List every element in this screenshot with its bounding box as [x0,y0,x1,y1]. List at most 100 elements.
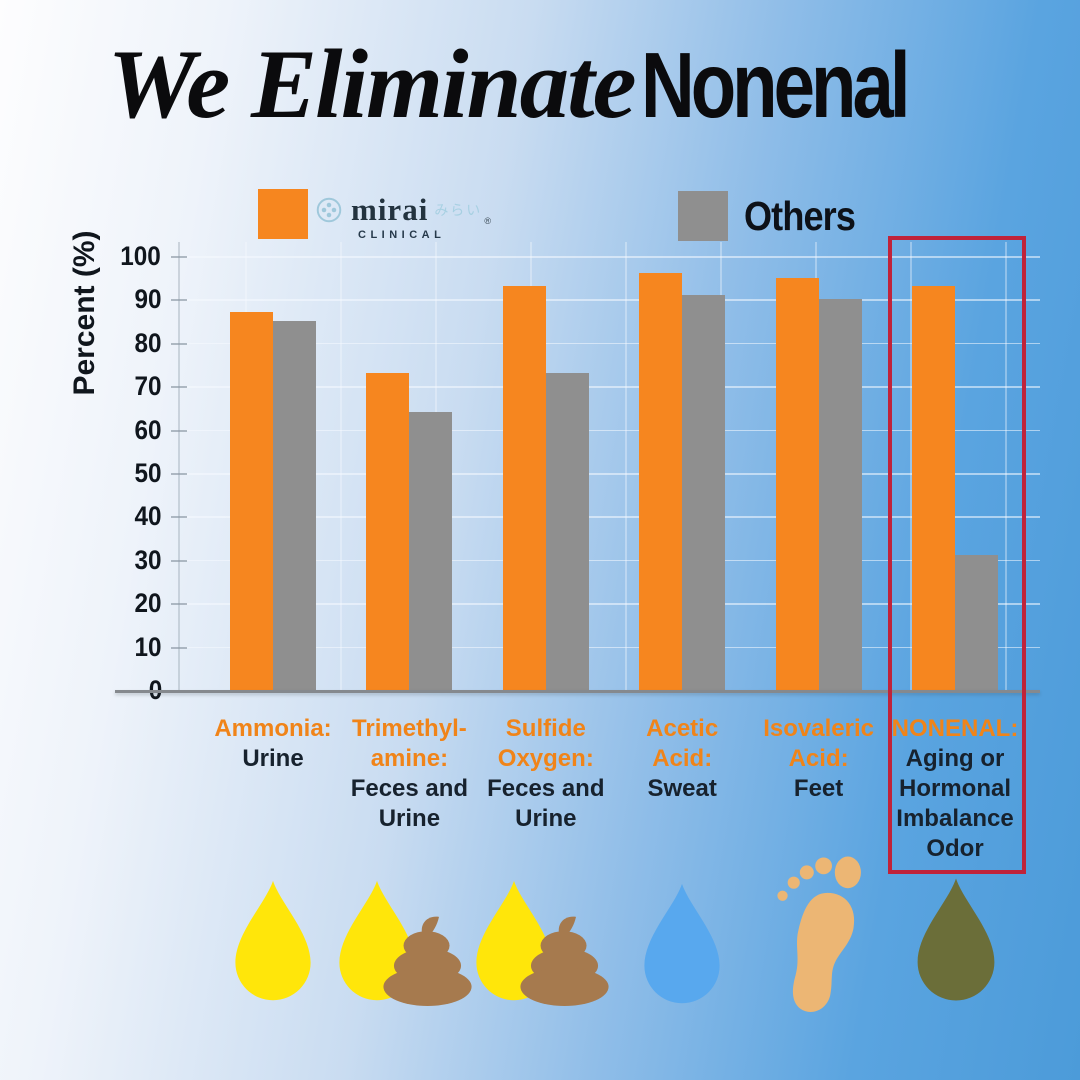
category-name-line: Isovaleric [763,715,874,742]
category-source-line: Aging or [905,745,1005,772]
y-tick-text: 40 [134,501,162,532]
y-axis-tick-mark [171,342,187,345]
urine-drop-icon [226,877,320,1005]
category-name-line: Acetic [646,715,719,742]
plot-area [171,242,1040,690]
bar-others-4 [682,295,726,690]
legend-swatch-others [678,191,728,241]
y-tick-label: 30 [0,544,163,576]
y-tick-text: 90 [134,284,162,315]
sweat-drop-icon-svg [644,883,720,1004]
category-source-line: Imbalance [896,805,1014,832]
feces-and-urine-icon-svg [383,916,472,1006]
y-axis-tick-mark [171,256,187,258]
bar-others-2 [409,412,453,690]
foot-icon [768,850,868,1018]
mirai-clinical-logo: mirai みらい ® CLINICAL [316,192,491,241]
category-name-line: Sulfide [505,715,586,742]
y-axis-line [178,242,180,690]
bar-others-6 [955,555,998,690]
category-source-line: Feces and [350,775,469,802]
legend-others-label: Others [744,193,856,239]
horizontal-gridline [171,559,1040,562]
title-script-text: We Eliminate [107,30,637,139]
horizontal-gridline [171,646,1040,649]
feces-and-urine-icon [467,877,622,1009]
y-axis-tick-mark [171,299,187,302]
y-tick-label: 100 [0,240,163,272]
page-title: We Eliminate Nonenal [0,28,1080,141]
y-tick-label: 70 [0,370,163,402]
bar-mirai-5 [775,277,819,690]
category-name-line: NONENAL: [891,715,1019,742]
bar-others-1 [273,321,316,690]
bar-mirai-4 [639,273,683,690]
category-source-line: Odor [926,835,984,862]
urine-drop-icon-svg [235,880,311,1001]
category-label-2: Trimethyl-amine: Feces and Urine [339,714,479,834]
category-label-4: Acetic Acid: Sweat [612,714,752,804]
y-axis-tick-mark [171,646,187,649]
vertical-gridline [910,242,912,690]
horizontal-gridline [171,603,1040,606]
category-name-line: Ammonia: [214,715,332,742]
nonenal-drop-icon-svg [917,878,995,1001]
y-tick-text: 30 [134,544,162,575]
bar-mirai-6 [912,286,955,690]
vertical-gridline [340,242,342,690]
y-axis-tick-mark [171,559,187,562]
horizontal-gridline [171,429,1040,432]
mirai-flower-icon [316,197,342,223]
y-axis-tick-mark [171,603,187,606]
bar-others-3 [545,373,589,690]
mirai-brand-text: mirai [351,192,429,227]
foot-icon-svg [777,856,861,1012]
category-source-line: Feet [793,775,844,802]
category-source-line: Feces and [487,775,605,802]
y-tick-label: 10 [0,631,163,663]
y-tick-label: 40 [0,500,163,532]
y-tick-label: 20 [0,587,163,619]
category-source-line: Urine [242,745,304,772]
horizontal-gridline [171,516,1040,519]
nonenal-highlight-box [888,236,1026,874]
y-tick-label: 80 [0,327,163,359]
x-axis-line [115,690,1040,693]
horizontal-gridline [171,386,1040,389]
y-tick-text: 80 [134,327,162,358]
bar-mirai-1 [230,312,273,690]
mirai-japanese-text: みらい [434,202,483,218]
category-name-line: Oxygen: [497,745,594,772]
y-axis-tick-mark [171,386,187,389]
horizontal-gridline [171,256,1040,258]
category-label-5: Isovaleric Acid: Feet [749,714,889,804]
bar-others-5 [818,299,862,690]
mirai-clinical-subtext: CLINICAL [358,229,446,241]
bar-mirai-3 [502,286,546,690]
y-tick-text: 60 [134,414,162,445]
y-tick-label: 90 [0,283,163,315]
sweat-drop-icon [635,880,729,1008]
mirai-logo-row: mirai みらい ® [316,192,491,228]
horizontal-gridline [171,342,1040,345]
y-tick-label: 50 [0,457,163,489]
y-tick-text: 20 [134,588,162,619]
horizontal-gridline [171,473,1040,475]
horizontal-gridline [171,299,1040,302]
category-label-6: NONENAL: Aging or Hormonal Imbalance Odor [885,714,1025,864]
y-tick-text: 50 [134,458,162,488]
category-source-line: Urine [515,805,577,832]
title-bold-text: Nonenal [640,33,910,137]
y-axis-tick-mark [171,429,187,432]
category-name-line: amine: [370,745,449,772]
y-tick-text: 70 [134,371,162,402]
bar-mirai-2 [366,373,410,690]
category-name-line: Trimethyl- [352,715,467,742]
category-source-line: Sweat [647,775,717,802]
category-label-1: Ammonia: Urine [203,714,343,774]
feces-and-urine-icon-svg [520,916,609,1006]
feces-and-urine-icon [330,877,485,1009]
y-tick-label: 60 [0,414,163,446]
vertical-gridline [1005,242,1007,690]
